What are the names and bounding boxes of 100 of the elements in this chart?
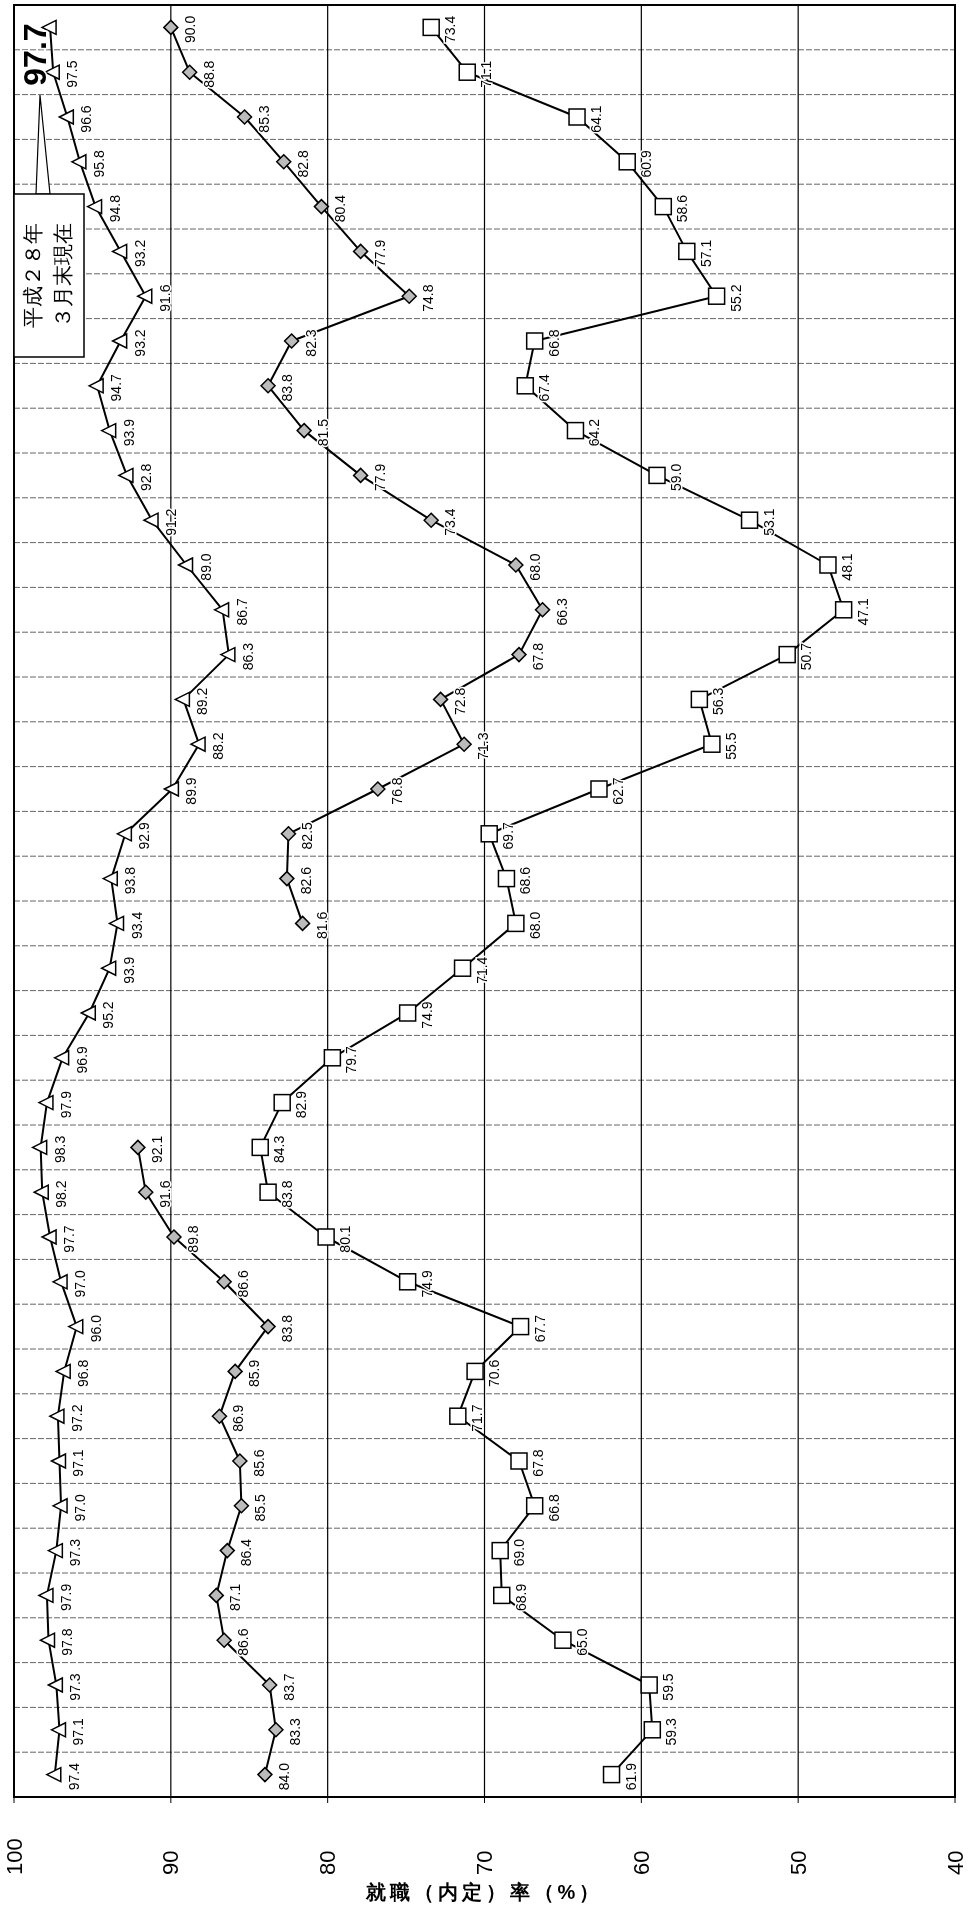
point <box>190 736 206 752</box>
point <box>456 736 472 752</box>
point <box>525 332 544 350</box>
point <box>33 1184 49 1200</box>
point <box>260 378 276 394</box>
data-label: 72.8 <box>451 687 468 716</box>
data-label: 90.0 <box>181 15 198 44</box>
point <box>273 1093 291 1112</box>
point <box>177 557 194 573</box>
data-label: 96.8 <box>75 1359 92 1388</box>
data-label: 67.7 <box>531 1314 548 1343</box>
data-label: 69.7 <box>500 821 517 850</box>
point <box>41 1229 57 1245</box>
point <box>516 377 535 395</box>
data-label: 60.9 <box>638 149 655 178</box>
data-label: 93.2 <box>131 239 148 268</box>
data-label: 97.9 <box>57 1583 74 1612</box>
data-label: 92.8 <box>137 463 154 492</box>
data-label: 94.7 <box>108 373 125 402</box>
data-label: 47.1 <box>854 597 871 626</box>
point <box>174 691 191 708</box>
data-label: 85.9 <box>246 1359 263 1388</box>
point <box>102 870 118 887</box>
point <box>370 781 386 797</box>
point <box>648 466 666 485</box>
data-label: 74.9 <box>418 1269 435 1298</box>
point <box>819 556 837 574</box>
data-label: 96.9 <box>73 1045 90 1074</box>
point <box>100 960 117 976</box>
data-label: 64.2 <box>586 418 603 447</box>
point <box>220 646 236 663</box>
point <box>53 1050 70 1066</box>
data-label: 84.3 <box>271 1135 288 1164</box>
point <box>257 1766 273 1783</box>
data-label: 69.0 <box>511 1538 528 1567</box>
point <box>116 826 133 842</box>
data-label: 97.7 <box>17 23 54 86</box>
data-label: 97.8 <box>59 1628 76 1656</box>
point <box>227 1363 243 1380</box>
x-tick-label: 100 <box>1 1838 27 1875</box>
data-label: 93.2 <box>131 329 148 357</box>
data-label: 97.7 <box>61 1225 78 1253</box>
point <box>423 512 439 528</box>
point <box>52 1274 68 1290</box>
point <box>493 1586 511 1605</box>
data-label: 74.8 <box>420 284 437 312</box>
point <box>260 1318 276 1335</box>
data-label: 97.3 <box>67 1673 84 1701</box>
point <box>317 1228 335 1246</box>
data-label: 65.0 <box>573 1628 590 1656</box>
point <box>211 1408 228 1424</box>
data-label: 94.8 <box>106 194 123 223</box>
data-label: 83.8 <box>279 1180 296 1208</box>
point <box>458 63 476 81</box>
data-label: 93.9 <box>120 418 137 447</box>
data-label: 73.4 <box>442 15 459 44</box>
data-label: 62.7 <box>609 777 626 805</box>
annotation: ３月末現在 <box>51 223 74 328</box>
data-label: 59.0 <box>668 463 685 492</box>
point <box>166 1229 182 1245</box>
point <box>163 19 179 36</box>
data-label: 81.6 <box>313 911 330 940</box>
data-label: 66.8 <box>545 329 562 357</box>
point <box>55 1363 71 1380</box>
data-label: 83.7 <box>280 1673 297 1701</box>
point <box>39 1632 56 1648</box>
point <box>259 1183 277 1201</box>
point <box>137 1184 154 1200</box>
point <box>534 602 551 618</box>
point <box>276 154 292 170</box>
point <box>216 1632 232 1648</box>
data-label: 98.3 <box>51 1135 68 1164</box>
data-label: 68.0 <box>526 553 543 581</box>
data-label: 86.3 <box>239 642 256 671</box>
point <box>398 1004 417 1022</box>
data-label: 82.8 <box>294 149 311 178</box>
data-label: 68.9 <box>512 1583 529 1612</box>
point <box>313 198 330 215</box>
data-label: 89.2 <box>194 687 211 716</box>
data-label: 70.6 <box>486 1359 503 1388</box>
data-label: 88.2 <box>210 732 227 760</box>
data-label: 83.8 <box>279 373 296 402</box>
point <box>643 1721 662 1739</box>
point <box>511 646 527 663</box>
data-label: 96.6 <box>78 105 95 133</box>
point <box>398 1273 417 1291</box>
data-label: 77.9 <box>371 463 388 492</box>
data-label: 88.8 <box>200 60 217 88</box>
data-label: 82.6 <box>297 866 314 895</box>
point <box>449 1407 467 1425</box>
data-label: 71.4 <box>473 956 490 984</box>
x-tick-label: 60 <box>628 1850 654 1875</box>
data-label: 80.4 <box>332 194 349 223</box>
data-label: 86.6 <box>235 1269 252 1298</box>
data-label: 98.2 <box>53 1180 70 1208</box>
data-label: 59.5 <box>660 1673 677 1701</box>
data-label: 79.7 <box>343 1045 360 1074</box>
point <box>279 870 295 887</box>
point <box>118 467 134 484</box>
point <box>143 512 159 528</box>
